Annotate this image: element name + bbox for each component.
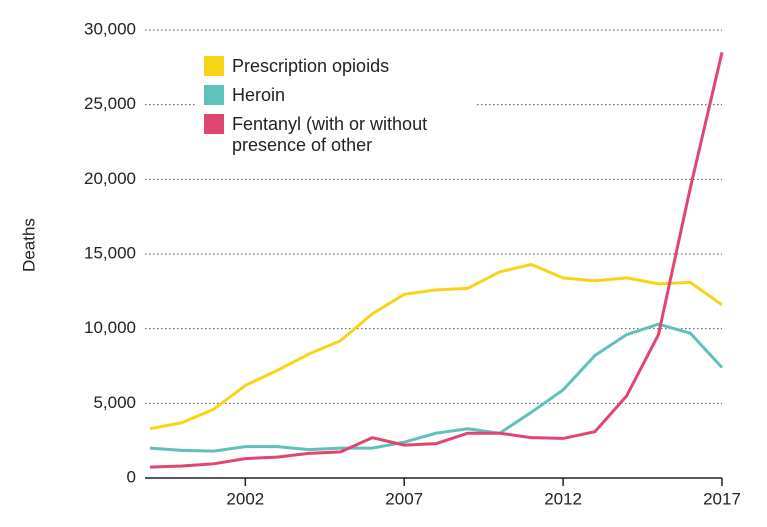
legend-swatch <box>204 114 224 134</box>
x-tick-label: 2012 <box>544 489 582 508</box>
legend-item: Fentanyl (with or without presence of ot… <box>204 114 476 156</box>
series-line <box>149 322 724 453</box>
legend-item: Heroin <box>204 85 476 106</box>
y-tick-label: 15,000 <box>84 243 136 262</box>
series-line <box>149 262 723 431</box>
legend-label: Heroin <box>232 85 286 105</box>
y-tick-label: 0 <box>127 467 136 486</box>
x-tick-label: 2007 <box>385 489 423 508</box>
y-tick-label: 20,000 <box>84 169 136 188</box>
x-tick-label: 2017 <box>703 489 741 508</box>
y-tick-label: 25,000 <box>84 94 136 113</box>
y-axis-label: Deaths <box>19 218 38 272</box>
legend-swatch <box>204 85 224 105</box>
legend-label: Prescription opioids <box>232 56 390 76</box>
legend-item: Prescription opioids <box>204 56 476 77</box>
y-tick-label: 10,000 <box>84 318 136 337</box>
legend-label: Fentanyl (with or without presence of ot… <box>232 114 428 155</box>
legend-swatch <box>204 56 224 76</box>
series-line <box>149 52 724 469</box>
y-tick-label: 5,000 <box>93 393 136 412</box>
legend: Prescription opioids Heroin Fentanyl (with… <box>196 52 476 168</box>
x-tick-label: 2002 <box>226 489 264 508</box>
y-tick-label: 30,000 <box>84 19 136 38</box>
